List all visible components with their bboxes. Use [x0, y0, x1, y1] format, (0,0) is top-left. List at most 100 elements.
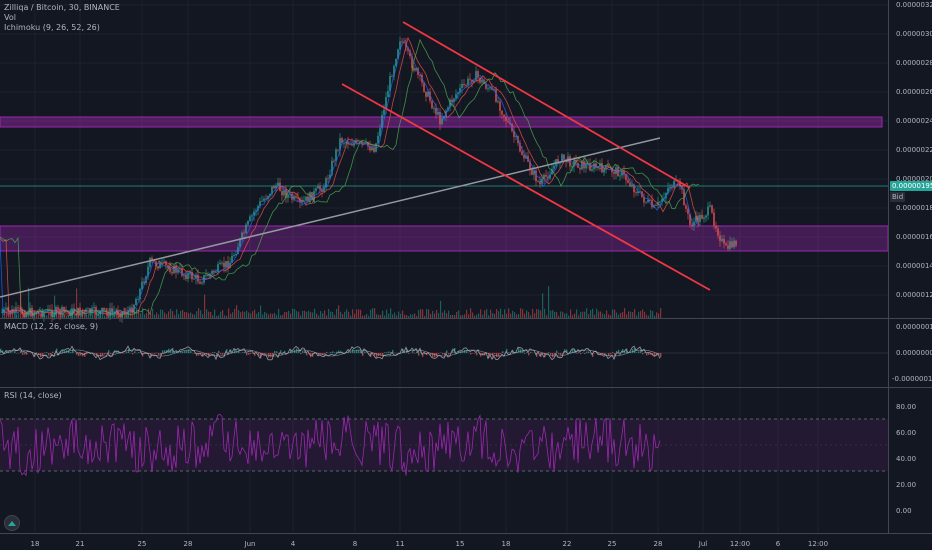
volume-bar [246, 310, 248, 318]
macd-histogram-bar [26, 353, 28, 355]
macd-histogram-bar [190, 351, 192, 353]
volume-bar [68, 314, 70, 318]
macd-histogram-bar [524, 353, 526, 354]
volume-bar [162, 309, 164, 318]
volume-bar [538, 309, 540, 318]
macd-histogram-bar [330, 351, 332, 353]
macd-histogram-bar [548, 352, 550, 353]
volume-bar [190, 312, 192, 318]
volume-bar [322, 313, 324, 318]
candle-body [479, 77, 481, 83]
candle-body [593, 163, 595, 170]
macd-histogram-bar [52, 351, 54, 353]
volume-bar [276, 314, 278, 318]
volume-bar [356, 309, 358, 318]
candle-body [463, 83, 465, 86]
macd-histogram-bar [374, 353, 376, 356]
volume-bar [568, 315, 570, 318]
volume-bar [540, 310, 542, 318]
volume-bar [582, 311, 584, 318]
symbol-title[interactable]: Zilliqa / Bitcoin, 30, BINANCE [4, 3, 120, 12]
macd-histogram-bar [624, 350, 626, 353]
candle-body [365, 141, 367, 143]
volume-bar [622, 311, 624, 318]
candle-body [253, 211, 255, 216]
volume-bar [584, 311, 586, 318]
candle-body [275, 185, 277, 189]
candle-body [515, 136, 517, 138]
macd-histogram-bar [100, 353, 102, 358]
volume-bar [272, 313, 274, 318]
candle-body [543, 174, 545, 179]
volume-bar [330, 311, 332, 318]
ichimoku-legend[interactable]: Ichimoku (9, 26, 52, 26) [4, 23, 100, 32]
volume-bar [152, 308, 154, 318]
volume-bar [278, 308, 280, 318]
rsi-legend[interactable]: RSI (14, close) [4, 391, 62, 400]
volume-legend[interactable]: Vol [4, 13, 16, 22]
macd-histogram-bar [616, 350, 618, 353]
candle-body [535, 170, 537, 182]
macd-histogram-bar [210, 353, 212, 354]
volume-bar [408, 315, 410, 318]
volume-bar [632, 312, 634, 318]
volume-bar [260, 305, 262, 318]
macd-legend[interactable]: MACD (12, 26, close, 9) [4, 322, 99, 331]
volume-bar [4, 310, 6, 318]
macd-histogram-bar [2, 350, 4, 353]
macd-histogram-bar [598, 353, 600, 356]
candle-body [553, 165, 555, 169]
volume-bar [132, 308, 134, 318]
candle-body [619, 175, 621, 177]
volume-bar [140, 313, 142, 318]
candle-body [651, 200, 653, 208]
volume-bar [52, 312, 54, 318]
macd-histogram-bar [544, 353, 546, 357]
candle-body [373, 147, 375, 152]
macd-histogram-bar [144, 353, 146, 355]
price-axis[interactable] [888, 0, 932, 318]
volume-bar [326, 315, 328, 318]
volume-bar [458, 310, 460, 318]
macd-histogram-bar [102, 353, 104, 356]
volume-bar [314, 308, 316, 318]
support-zone [0, 225, 889, 252]
macd-histogram-bar [292, 352, 294, 353]
candle-body [557, 159, 559, 164]
volume-bar [660, 308, 662, 318]
macd-histogram-bar [196, 353, 198, 357]
rsi-axis-label: 40.00 [896, 455, 917, 463]
volume-bar [184, 311, 186, 318]
macd-histogram-bar [150, 353, 152, 358]
candle-body [585, 164, 587, 169]
macd-histogram-bar [630, 352, 632, 353]
volume-bar [590, 310, 592, 318]
macd-axis[interactable] [888, 319, 932, 387]
macd-histogram-bar [434, 353, 436, 358]
volume-bar [352, 309, 354, 318]
volume-bar [6, 311, 8, 318]
volume-bar [608, 314, 610, 318]
macd-histogram-bar [636, 352, 638, 353]
candle-body [181, 268, 183, 276]
rsi-axis[interactable] [888, 388, 932, 533]
candle-body [141, 281, 143, 289]
macd-histogram-bar [160, 353, 162, 356]
pane-separator[interactable] [0, 318, 932, 319]
volume-bar [470, 308, 472, 318]
volume-bar [318, 315, 320, 318]
volume-bar [312, 312, 314, 318]
candle-body [297, 197, 299, 199]
macd-histogram-bar [162, 350, 164, 353]
candle-body [451, 99, 453, 103]
volume-bar [578, 315, 580, 318]
volume-bar [168, 311, 170, 318]
pane-separator[interactable] [0, 387, 932, 388]
tradingview-logo-icon[interactable] [4, 515, 20, 531]
channel-lower-trendline [341, 83, 711, 291]
time-axis-label: 21 [75, 540, 85, 548]
candle-body [711, 205, 713, 213]
